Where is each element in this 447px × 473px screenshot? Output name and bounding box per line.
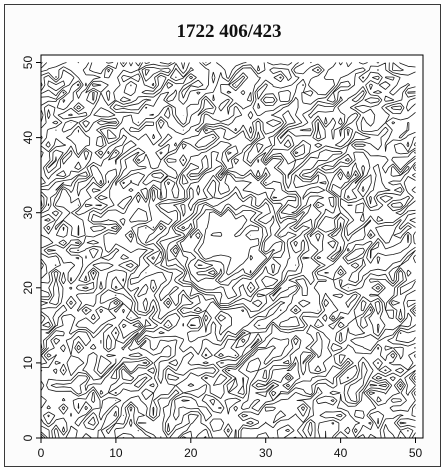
figure-frame: 1722 406/423 0 10 20 30 40 50 0 10 20 30 40 50	[4, 4, 441, 467]
contour-level-line	[176, 191, 283, 300]
y-tick-label: 0	[21, 434, 35, 441]
contour-level-line	[137, 151, 313, 336]
x-tick-label: 0	[38, 446, 45, 460]
x-tick-label: 10	[109, 446, 123, 460]
contour-level-line	[54, 76, 401, 402]
contour-level-line	[159, 173, 298, 308]
x-tick-label: 40	[334, 446, 348, 460]
contour-lines	[40, 62, 416, 439]
y-tick-label: 20	[21, 281, 35, 295]
contour-level-line	[166, 179, 286, 304]
contour-level-line	[179, 203, 275, 289]
contour-level-line	[40, 62, 416, 439]
contour-level-line	[40, 62, 416, 439]
x-axis: 0 10 20 30 40 50	[38, 438, 423, 460]
y-tick-label: 50	[21, 56, 35, 70]
contour-level-line	[189, 206, 268, 283]
y-tick-label: 30	[21, 206, 35, 220]
contour-level-line	[144, 165, 310, 322]
x-tick-label: 50	[409, 446, 423, 460]
contour-level-line	[40, 62, 416, 439]
contour-level-line	[197, 209, 260, 276]
y-axis: 0 10 20 30 40 50	[21, 56, 41, 441]
y-tick-label: 10	[21, 356, 35, 370]
contour-chart: 1722 406/423 0 10 20 30 40 50 0 10 20 30 40 50	[21, 21, 424, 460]
contour-level-line	[119, 129, 342, 364]
y-tick-label: 40	[21, 131, 35, 145]
x-tick-label: 20	[184, 446, 198, 460]
contour-level-line	[40, 62, 416, 439]
chart-title: 1722 406/423	[176, 21, 281, 42]
x-tick-label: 30	[259, 446, 273, 460]
